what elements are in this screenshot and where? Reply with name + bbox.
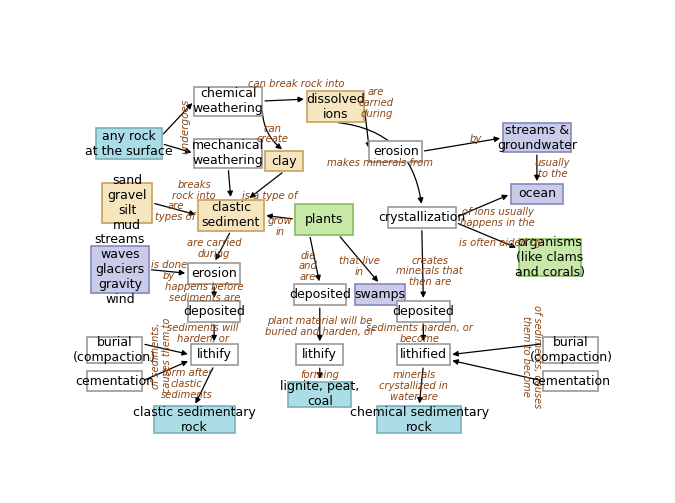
FancyBboxPatch shape xyxy=(543,338,598,363)
FancyBboxPatch shape xyxy=(96,128,161,159)
Text: cementation: cementation xyxy=(531,375,610,387)
FancyBboxPatch shape xyxy=(397,344,450,365)
Text: sediments will
harden, or: sediments will harden, or xyxy=(167,323,238,344)
Text: lithify: lithify xyxy=(196,348,232,361)
Text: sand
gravel
silt
mud: sand gravel silt mud xyxy=(107,174,147,232)
Text: plants: plants xyxy=(305,213,343,226)
Text: that live
in: that live in xyxy=(339,256,380,277)
Text: crystallization: crystallization xyxy=(378,211,466,224)
Text: forming: forming xyxy=(300,370,340,380)
Text: dissolved
ions: dissolved ions xyxy=(306,93,365,121)
FancyBboxPatch shape xyxy=(188,263,240,284)
FancyBboxPatch shape xyxy=(397,301,450,322)
Text: are carried
during: are carried during xyxy=(187,238,242,259)
Text: breaks
rock into: breaks rock into xyxy=(172,180,216,201)
Text: swamps: swamps xyxy=(354,288,406,301)
FancyBboxPatch shape xyxy=(87,371,142,391)
FancyBboxPatch shape xyxy=(194,139,262,168)
Text: lithify: lithify xyxy=(302,348,338,361)
FancyBboxPatch shape xyxy=(154,406,235,434)
FancyBboxPatch shape xyxy=(296,344,344,365)
Text: is often aided by: is often aided by xyxy=(459,238,543,248)
FancyBboxPatch shape xyxy=(288,382,351,407)
Text: organisms
(like clams
and corals): organisms (like clams and corals) xyxy=(515,236,585,279)
FancyBboxPatch shape xyxy=(87,338,142,363)
Text: deposited: deposited xyxy=(289,288,351,301)
Text: clastic
sediment: clastic sediment xyxy=(202,201,260,229)
FancyBboxPatch shape xyxy=(511,184,563,204)
FancyBboxPatch shape xyxy=(377,406,461,434)
Text: clay: clay xyxy=(271,154,297,167)
Text: of sediments,
causes them to: of sediments, causes them to xyxy=(151,318,172,393)
Text: are
carried
during: are carried during xyxy=(358,87,394,119)
FancyBboxPatch shape xyxy=(387,207,456,228)
Text: streams
waves
glaciers
gravity
wind: streams waves glaciers gravity wind xyxy=(95,233,145,306)
Text: are
types of: are types of xyxy=(155,201,196,222)
Text: clastic sedimentary
rock: clastic sedimentary rock xyxy=(133,406,256,434)
Text: deposited: deposited xyxy=(392,305,454,318)
FancyBboxPatch shape xyxy=(265,151,303,171)
FancyBboxPatch shape xyxy=(198,200,263,231)
Text: by: by xyxy=(470,134,482,144)
Text: die
and
are: die and are xyxy=(299,250,318,282)
Text: happens before
sediments are: happens before sediments are xyxy=(165,282,244,303)
FancyBboxPatch shape xyxy=(294,284,346,305)
Text: erosion: erosion xyxy=(373,145,418,158)
Text: lignite, peat,
coal: lignite, peat, coal xyxy=(280,380,359,408)
Text: burial
(compaction): burial (compaction) xyxy=(529,336,612,364)
FancyBboxPatch shape xyxy=(188,301,240,322)
Text: is done
by: is done by xyxy=(151,260,187,281)
Text: plant material will be
buried and harden, or: plant material will be buried and harden… xyxy=(265,316,375,337)
Text: sediments harden, or
become: sediments harden, or become xyxy=(366,323,472,344)
Text: form after
clastic
sediments: form after clastic sediments xyxy=(161,368,213,399)
FancyBboxPatch shape xyxy=(503,123,571,152)
Text: deposited: deposited xyxy=(183,305,245,318)
FancyBboxPatch shape xyxy=(194,87,262,116)
Text: makes minerals from: makes minerals from xyxy=(327,158,433,168)
Text: can break rock into: can break rock into xyxy=(248,78,344,89)
FancyBboxPatch shape xyxy=(190,344,238,365)
FancyBboxPatch shape xyxy=(369,141,422,162)
Text: chemical sedimentary
rock: chemical sedimentary rock xyxy=(350,406,489,434)
FancyBboxPatch shape xyxy=(295,204,353,235)
FancyBboxPatch shape xyxy=(103,183,152,223)
Text: erosion: erosion xyxy=(191,267,237,280)
Text: is a type of: is a type of xyxy=(242,191,298,201)
Text: undergoes: undergoes xyxy=(180,99,190,154)
Text: burial
(compaction): burial (compaction) xyxy=(73,336,156,364)
Text: mechanical
weathering: mechanical weathering xyxy=(192,139,265,167)
FancyBboxPatch shape xyxy=(543,371,598,391)
FancyBboxPatch shape xyxy=(306,92,364,122)
Text: of ions usually
happens in the: of ions usually happens in the xyxy=(460,207,535,228)
Text: cementation: cementation xyxy=(75,375,154,387)
Text: creates
minerals that
then are: creates minerals that then are xyxy=(396,256,463,287)
FancyBboxPatch shape xyxy=(355,284,405,305)
Text: streams &
groundwater: streams & groundwater xyxy=(497,124,577,152)
Text: grow
in: grow in xyxy=(268,216,292,236)
Text: minerals
crystallized in
water are: minerals crystallized in water are xyxy=(379,370,448,401)
Text: ocean: ocean xyxy=(518,188,556,201)
Text: can
create: can create xyxy=(256,124,289,144)
Text: usually
to the: usually to the xyxy=(535,158,570,179)
Text: of sediments, causes
them to become: of sediments, causes them to become xyxy=(521,305,542,408)
Text: any rock
at the surface: any rock at the surface xyxy=(85,130,173,157)
Text: chemical
weathering: chemical weathering xyxy=(193,87,264,115)
Text: lithified: lithified xyxy=(400,348,447,361)
FancyBboxPatch shape xyxy=(91,246,148,293)
FancyBboxPatch shape xyxy=(518,239,581,276)
